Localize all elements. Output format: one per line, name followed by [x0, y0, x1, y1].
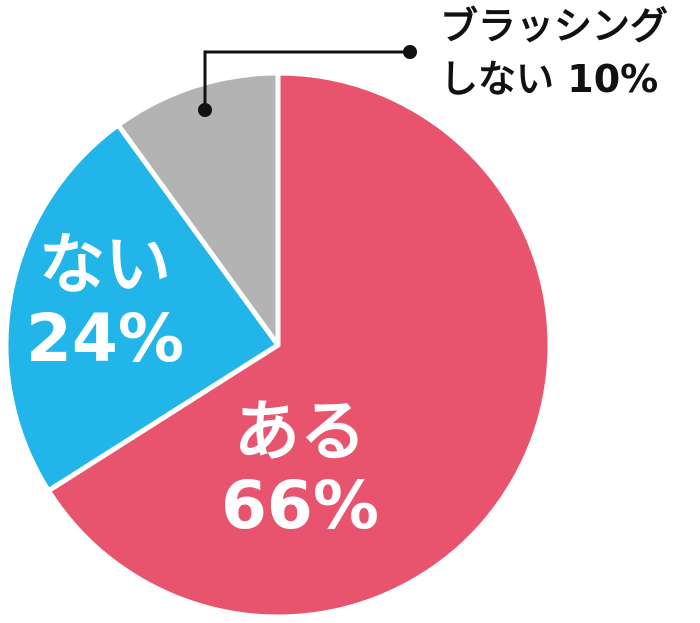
slice-label: ブラッシングしない 10%: [440, 0, 690, 106]
category-label: ある: [234, 393, 366, 470]
value-label: 66%: [221, 466, 379, 544]
pie-slice: [115, 70, 281, 348]
value-label: 24%: [26, 299, 184, 377]
pie-slice: [3, 122, 281, 494]
value-label: 10%: [567, 57, 659, 102]
pie-slice: [45, 70, 553, 620]
leader-dot: [403, 45, 417, 59]
category-label: ブラッシングしない: [440, 4, 669, 102]
slice-label: ある 66%: [200, 395, 400, 543]
leader-dot: [198, 103, 212, 117]
category-label: ない: [39, 226, 171, 303]
slice-label: ない 24%: [20, 228, 190, 376]
leader-line: [203, 50, 410, 110]
